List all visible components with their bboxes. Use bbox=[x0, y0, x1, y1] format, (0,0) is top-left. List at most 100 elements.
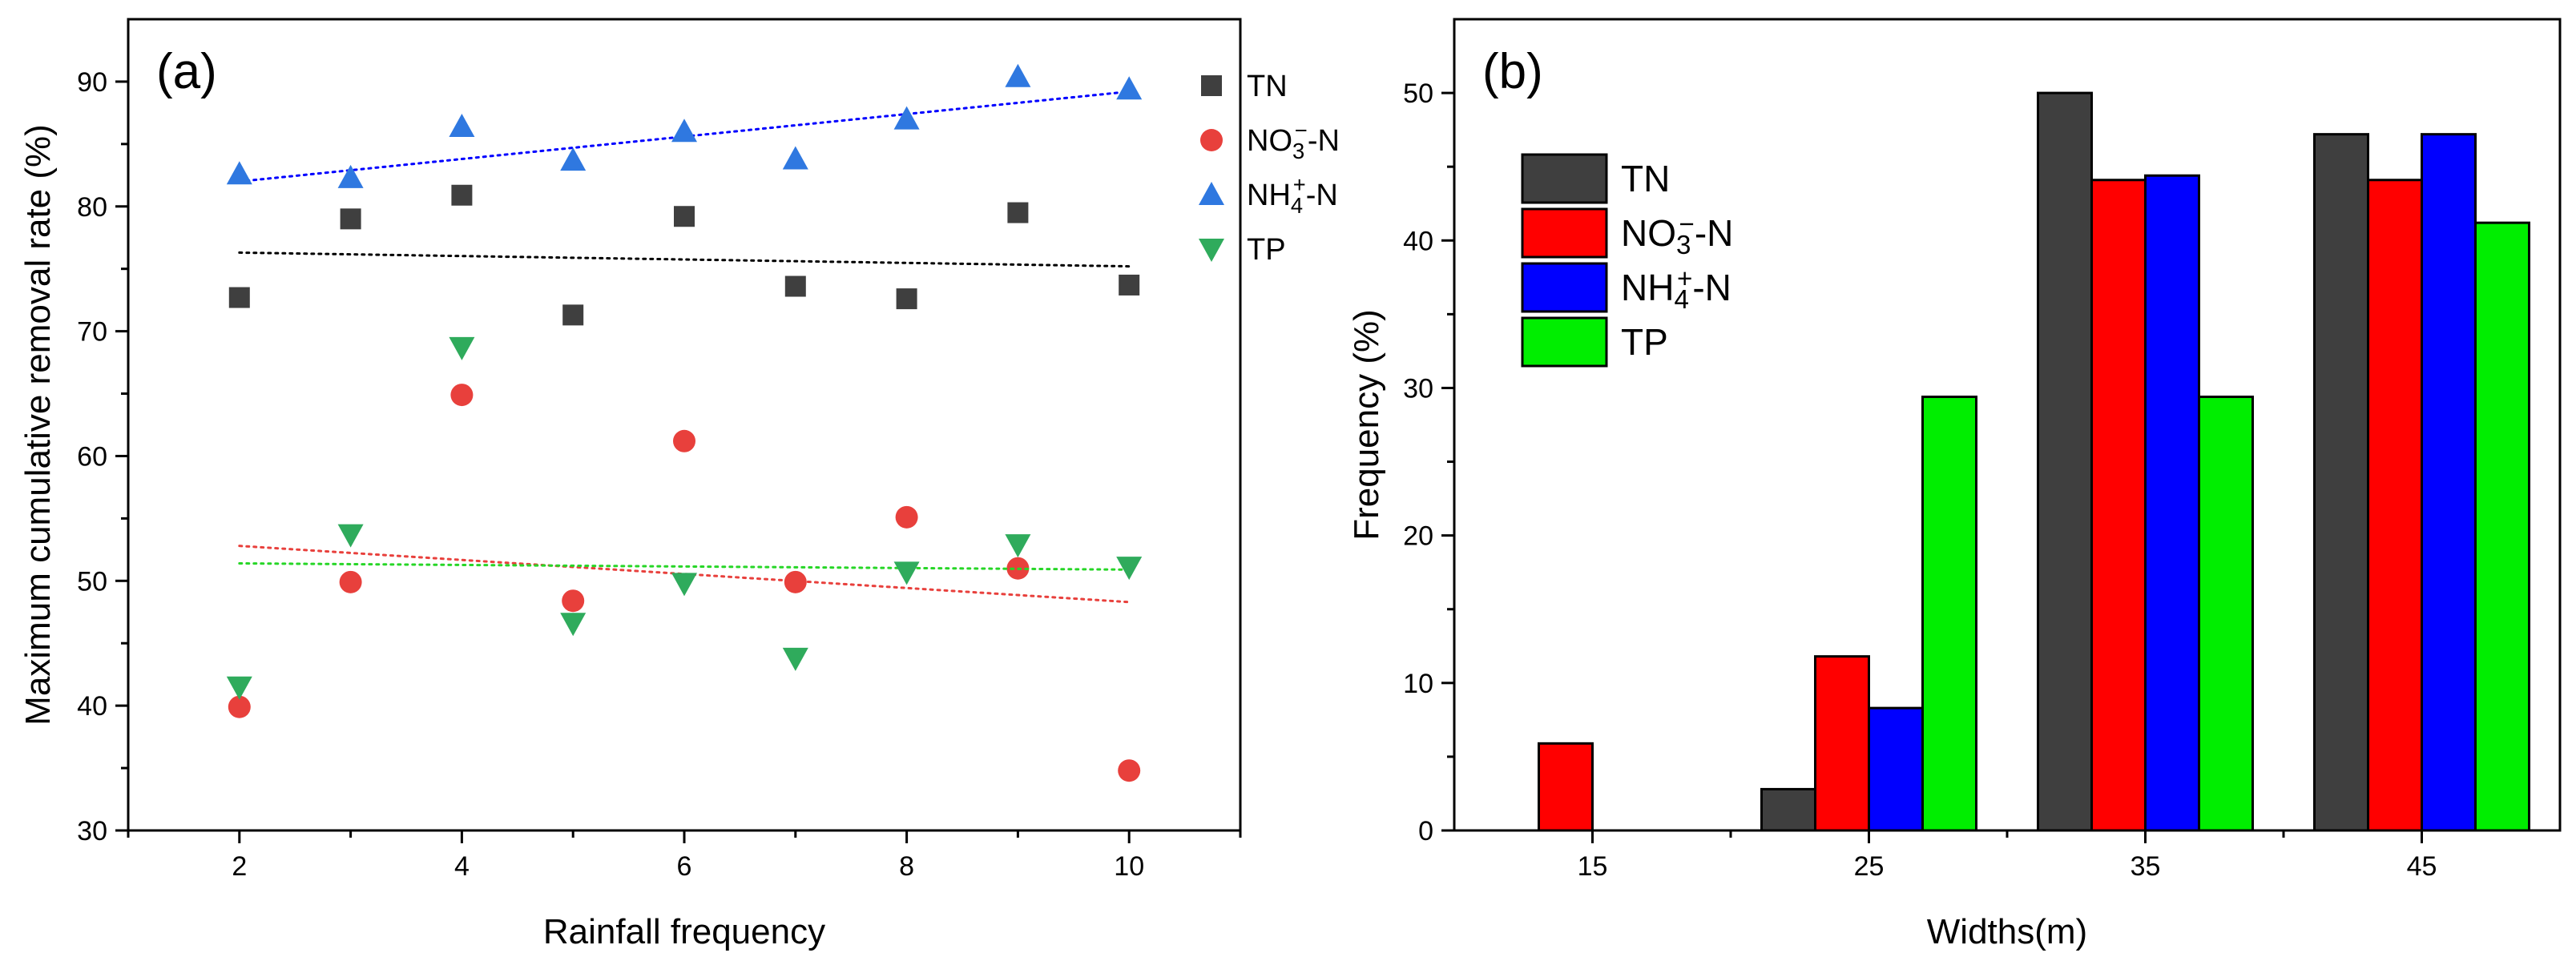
y-tick-label: 20 bbox=[1403, 521, 1433, 552]
data-point bbox=[449, 336, 475, 360]
y-axis-title: Maximum cumulative removal rate (%) bbox=[18, 124, 58, 726]
legend-label-sup: + bbox=[1677, 264, 1692, 294]
bar-TP-25 bbox=[1921, 396, 1977, 832]
data-point bbox=[893, 561, 920, 585]
data-point bbox=[339, 570, 362, 593]
legend-label-sup: − bbox=[1679, 210, 1695, 239]
legend-label: NO3−-N bbox=[1621, 210, 1733, 260]
y-axis-title: Frequency (%) bbox=[1347, 309, 1386, 541]
data-point bbox=[228, 287, 250, 308]
bar-TN-25 bbox=[1760, 787, 1816, 832]
x-tick-label: 25 bbox=[1854, 851, 1885, 882]
x-tick-label: 35 bbox=[2131, 851, 2161, 882]
legend-swatch bbox=[1521, 207, 1608, 259]
data-point bbox=[1116, 76, 1143, 100]
legend-swatch bbox=[1521, 153, 1608, 204]
series-TP bbox=[226, 336, 1143, 700]
legend-label-tail: -N bbox=[1692, 267, 1731, 308]
data-point bbox=[337, 164, 364, 188]
x-tick-label: 8 bbox=[899, 851, 914, 882]
legend-marker bbox=[1200, 129, 1223, 151]
data-point bbox=[337, 524, 364, 548]
y-tick-label: 10 bbox=[1403, 669, 1433, 699]
data-point bbox=[671, 119, 697, 143]
legend-label-sup: + bbox=[1293, 172, 1306, 197]
bar-TN-45 bbox=[2313, 133, 2369, 832]
bar-TP-45 bbox=[2474, 221, 2530, 832]
legend-label: TN bbox=[1247, 70, 1288, 103]
legend-label-main: NH bbox=[1621, 267, 1674, 308]
y-tick-label: 50 bbox=[1403, 78, 1433, 109]
legend-label: TN bbox=[1621, 158, 1670, 199]
legend-label-sub: 4 bbox=[1291, 193, 1303, 218]
legend-swatch bbox=[1521, 316, 1608, 368]
data-point bbox=[562, 304, 584, 326]
panel-label: (b) bbox=[1482, 44, 1543, 99]
legend-label-main: NH bbox=[1247, 179, 1291, 212]
data-point bbox=[782, 647, 808, 671]
legend-label-main: TP bbox=[1621, 321, 1668, 363]
panel-label: (a) bbox=[156, 44, 217, 99]
data-point bbox=[562, 589, 585, 613]
y-tick-label: 0 bbox=[1418, 816, 1433, 846]
legend-label-main: TN bbox=[1621, 158, 1670, 199]
legend-label: NH4+-N bbox=[1247, 172, 1338, 218]
y-tick-label: 30 bbox=[1403, 373, 1433, 404]
legend-swatch bbox=[1521, 262, 1608, 313]
legend-label-sup: − bbox=[1295, 118, 1308, 143]
y-tick-label: 60 bbox=[77, 441, 107, 472]
data-point bbox=[784, 570, 807, 593]
bar-NH4+-N-45 bbox=[2421, 133, 2477, 832]
data-point bbox=[1005, 63, 1031, 87]
scatter-panel: 30 40 50 60 70 80 90 2 4 6 8 10 Rainfall frequency Ma… bbox=[18, 18, 1340, 951]
data-point bbox=[228, 695, 251, 718]
trend-line bbox=[238, 561, 1131, 571]
x-tick-label: 45 bbox=[2407, 851, 2437, 882]
series-TN bbox=[228, 184, 1140, 326]
legend-marker bbox=[1199, 182, 1224, 205]
legend-label: TP bbox=[1621, 321, 1668, 363]
bar-NO3−-N-35 bbox=[2090, 179, 2147, 832]
data-point bbox=[226, 676, 252, 700]
legend-marker bbox=[1201, 75, 1222, 96]
data-point bbox=[784, 275, 806, 297]
legend-label: NO3−-N bbox=[1247, 118, 1340, 163]
legend-label-tail: -N bbox=[1695, 212, 1734, 254]
y-tick-label: 30 bbox=[77, 816, 107, 846]
x-axis-title: Rainfall frequency bbox=[543, 912, 825, 951]
data-point bbox=[340, 208, 361, 230]
legend: TN NO3−-N NH4+-N TP bbox=[1199, 70, 1340, 267]
y-tick-label: 50 bbox=[77, 566, 107, 597]
bar-NH4+-N-35 bbox=[2144, 174, 2200, 832]
x-tick-label: 6 bbox=[677, 851, 692, 882]
data-point bbox=[896, 288, 917, 310]
data-point bbox=[1007, 202, 1029, 223]
x-tick-label: 2 bbox=[232, 851, 247, 882]
data-point bbox=[893, 106, 920, 130]
trend-line bbox=[238, 545, 1131, 604]
data-point bbox=[671, 573, 697, 597]
data-point bbox=[560, 613, 587, 637]
y-tick-label: 90 bbox=[77, 67, 107, 98]
data-point bbox=[673, 429, 695, 452]
bar-panel: 0 10 20 30 40 50 15 25 35 45 Widths(m) Frequency (%… bbox=[1347, 18, 2562, 951]
y-tick-label: 80 bbox=[77, 192, 107, 223]
data-point bbox=[1119, 274, 1140, 296]
legend-label-tail: -N bbox=[1308, 124, 1340, 158]
trend-line bbox=[238, 251, 1131, 268]
series-NO3−-N bbox=[228, 384, 1141, 782]
x-tick-label: 4 bbox=[454, 851, 470, 882]
x-axis-title: Widths(m) bbox=[1927, 912, 2087, 951]
bar-TN-35 bbox=[2037, 91, 2093, 832]
legend-label: TP bbox=[1247, 233, 1286, 267]
bar-NO3−-N-25 bbox=[1814, 655, 1870, 832]
data-point bbox=[450, 384, 474, 407]
data-point bbox=[1118, 759, 1141, 782]
legend-marker bbox=[1199, 239, 1224, 262]
data-point bbox=[560, 147, 587, 171]
data-point bbox=[451, 184, 473, 206]
bar-NO3−-N-15 bbox=[1538, 742, 1594, 832]
bar-NH4+-N-25 bbox=[1868, 706, 1924, 832]
y-tick-label: 40 bbox=[77, 691, 107, 722]
